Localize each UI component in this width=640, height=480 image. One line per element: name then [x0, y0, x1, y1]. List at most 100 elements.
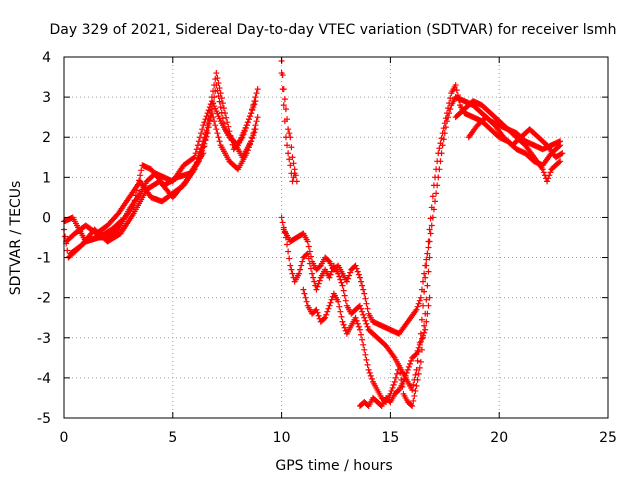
data-point	[278, 214, 285, 221]
data-point	[284, 241, 291, 248]
data-point	[284, 142, 291, 149]
data-point	[422, 262, 429, 269]
data-point	[432, 198, 439, 205]
data-point	[397, 369, 404, 376]
data-point	[249, 106, 256, 113]
grid-lines	[64, 57, 608, 418]
data-point	[193, 146, 200, 153]
data-point	[301, 290, 308, 297]
data-point	[436, 145, 443, 152]
data-point	[409, 402, 416, 409]
data-point	[306, 248, 313, 255]
data-point	[281, 96, 288, 103]
data-point	[281, 118, 288, 125]
data-point	[346, 272, 353, 279]
y-tick-label: -4	[37, 371, 51, 387]
data-point	[544, 178, 551, 185]
data-point	[216, 98, 223, 105]
data-point	[310, 274, 317, 281]
data-point	[321, 315, 328, 322]
data-point	[343, 278, 350, 285]
data-point	[252, 94, 259, 101]
data-point	[199, 126, 206, 133]
data-point	[452, 82, 459, 89]
data-point	[358, 278, 365, 285]
data-point	[307, 253, 314, 260]
data-point	[286, 255, 293, 262]
data-point	[361, 314, 368, 321]
data-point	[335, 298, 342, 305]
data-point	[429, 193, 436, 200]
data-point	[210, 100, 217, 107]
data-point	[409, 386, 416, 393]
data-point	[327, 271, 334, 278]
data-point	[415, 344, 422, 351]
data-point	[360, 311, 367, 318]
data-point	[422, 274, 429, 281]
data-point	[358, 331, 365, 338]
data-point	[287, 162, 294, 169]
data-point	[415, 300, 422, 307]
data-point	[289, 154, 296, 161]
data-point	[285, 126, 292, 133]
data-point	[251, 98, 258, 105]
data-point	[338, 313, 345, 320]
data-point	[428, 222, 435, 229]
data-point	[425, 302, 432, 309]
data-point	[181, 179, 188, 186]
data-point	[200, 144, 207, 151]
y-tick-label: 2	[42, 130, 51, 146]
data-point	[434, 182, 441, 189]
data-point	[417, 294, 424, 301]
data-point	[205, 107, 212, 114]
data-point	[289, 178, 296, 185]
data-point	[408, 357, 415, 364]
data-point	[303, 298, 310, 305]
data-point	[344, 275, 351, 282]
y-tick-label: 4	[42, 50, 51, 66]
data-point	[412, 371, 419, 378]
data-point	[361, 290, 368, 297]
data-point	[286, 156, 293, 163]
data-point	[362, 351, 369, 358]
data-point	[299, 258, 306, 265]
data-point	[316, 277, 323, 284]
data-point	[311, 278, 318, 285]
data-point	[137, 172, 144, 179]
data-point	[307, 265, 314, 272]
data-point	[211, 94, 218, 101]
data-point	[359, 308, 366, 315]
data-point	[438, 150, 445, 157]
data-point	[215, 134, 222, 141]
data-point	[205, 124, 212, 131]
data-point	[422, 326, 429, 333]
data-point	[421, 322, 428, 329]
data-point	[300, 286, 307, 293]
data-point	[395, 366, 402, 373]
data-point	[240, 131, 247, 138]
data-point	[411, 392, 418, 399]
data-point	[219, 100, 226, 107]
data-point	[545, 175, 552, 182]
data-point	[248, 110, 255, 117]
data-point	[289, 270, 296, 277]
data-point	[216, 138, 223, 145]
y-tick-label: 0	[42, 210, 51, 226]
y-tick-label: -3	[37, 331, 51, 347]
data-point	[203, 133, 210, 140]
data-point	[224, 119, 231, 126]
data-point	[322, 314, 329, 321]
data-point	[362, 317, 369, 324]
data-point	[410, 381, 417, 388]
data-point	[282, 106, 289, 113]
data-point	[391, 378, 398, 385]
data-point	[199, 147, 206, 154]
data-point	[352, 262, 359, 269]
data-point	[278, 70, 285, 77]
data-point	[201, 119, 208, 126]
data-point	[416, 364, 423, 371]
data-point	[368, 375, 375, 382]
data-point	[305, 243, 312, 250]
data-point	[304, 238, 311, 245]
data-point	[413, 366, 420, 373]
